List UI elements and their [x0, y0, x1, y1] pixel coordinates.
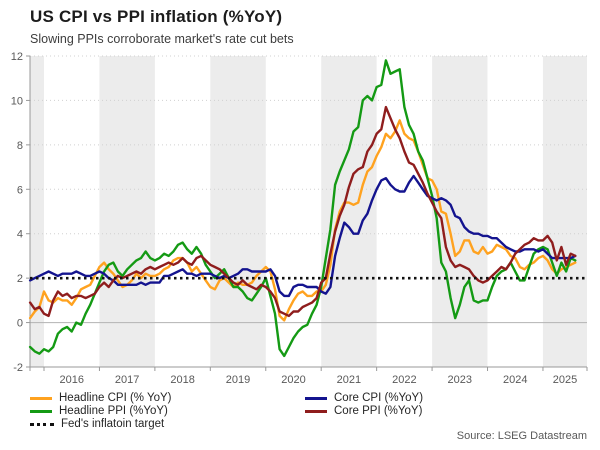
chart-title: US CPI vs PPI inflation (%YoY) [30, 7, 283, 26]
x-tick-label-2019: 2019 [226, 374, 250, 386]
y-tick-label-4: 4 [17, 229, 23, 241]
y-tick-label--2: -2 [13, 362, 23, 374]
x-tick-label-2017: 2017 [115, 374, 139, 386]
y-tick-label-0: 0 [17, 318, 23, 330]
year-band-2019 [210, 56, 266, 367]
headline-cpi-label: Headline CPI (% YoY) [59, 392, 172, 404]
x-tick-label-2024: 2024 [503, 374, 527, 386]
x-tick-label-2021: 2021 [337, 374, 361, 386]
x-tick-label-2018: 2018 [170, 374, 194, 386]
x-tick-label-2016: 2016 [59, 374, 83, 386]
headline-cpi-line-swatch [30, 397, 52, 400]
y-tick-label-6: 6 [17, 184, 23, 196]
headline-ppi-line-swatch [30, 410, 52, 413]
core-cpi-line-swatch [305, 397, 327, 400]
chart-subtitle: Slowing PPIs corroborate market's rate c… [30, 32, 294, 46]
year-band-2017 [99, 56, 155, 367]
x-tick-label-2023: 2023 [448, 374, 472, 386]
x-tick-label-2025: 2025 [553, 374, 577, 386]
fed-target-label: Fed's inflatoin target [61, 418, 165, 430]
core-cpi-label: Core CPI (%YoY) [334, 392, 424, 404]
series-line-1 [28, 59, 577, 358]
core-ppi-line-swatch [305, 410, 327, 413]
legend-item-core-cpi: Core CPI (%YoY) [305, 392, 423, 405]
y-tick-label-2: 2 [17, 273, 23, 285]
legend-column-right: Core CPI (%YoY) Core PPI (%YoY) [305, 392, 423, 418]
y-tick-label-10: 10 [11, 95, 23, 107]
x-tick-label-2020: 2020 [281, 374, 305, 386]
y-tick-label-12: 12 [11, 51, 23, 63]
year-band-2025 [542, 56, 587, 367]
fed-target-dotted-swatch [30, 423, 54, 426]
source-credit: Source: LSEG Datastream [456, 430, 587, 442]
legend-item-core-ppi: Core PPI (%YoY) [305, 405, 423, 418]
legend-item-fed-target: Fed's inflatoin target [30, 418, 172, 431]
legend-item-headline-cpi: Headline CPI (% YoY) [30, 392, 172, 405]
y-tick-label-8: 8 [17, 140, 23, 152]
legend-item-headline-ppi: Headline PPI (%YoY) [30, 405, 172, 418]
series-line-2 [28, 174, 577, 298]
x-tick-label-2022: 2022 [392, 374, 416, 386]
headline-ppi-label: Headline PPI (%YoY) [59, 405, 168, 417]
legend-column-left: Headline CPI (% YoY) Headline PPI (%YoY)… [30, 392, 172, 431]
core-ppi-label: Core PPI (%YoY) [334, 405, 423, 417]
year-band-2015 [30, 56, 44, 367]
